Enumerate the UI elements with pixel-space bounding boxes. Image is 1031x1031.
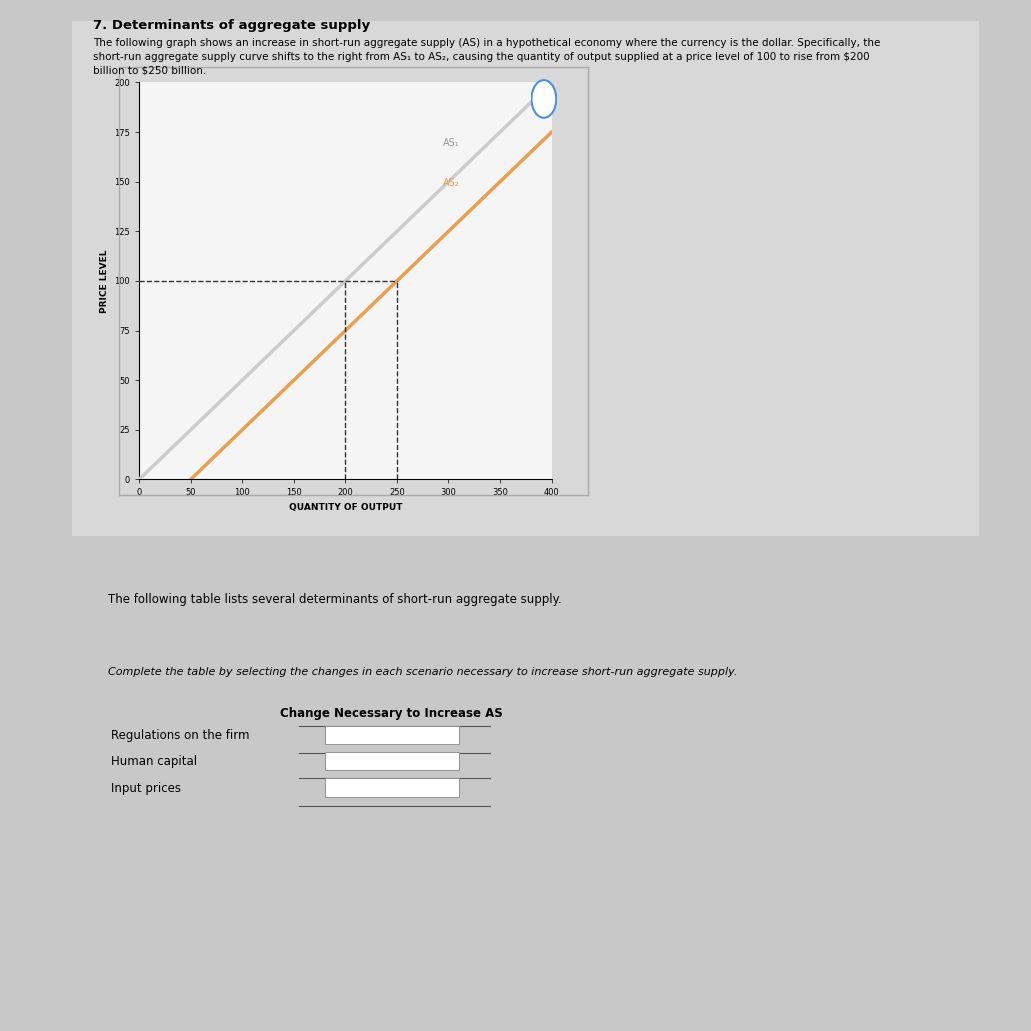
Text: 7. Determinants of aggregate supply: 7. Determinants of aggregate supply	[93, 19, 370, 32]
Text: billion to $250 billion.: billion to $250 billion.	[93, 65, 206, 75]
X-axis label: QUANTITY OF OUTPUT: QUANTITY OF OUTPUT	[289, 503, 402, 512]
Text: ▼: ▼	[452, 737, 457, 743]
Text: Complete the table by selecting the changes in each scenario necessary to increa: Complete the table by selecting the chan…	[108, 667, 737, 677]
Text: ?: ?	[540, 95, 547, 107]
Text: The following table lists several determinants of short-run aggregate supply.: The following table lists several determ…	[108, 593, 562, 606]
Text: Change Necessary to Increase AS: Change Necessary to Increase AS	[280, 706, 503, 720]
Text: ▼: ▼	[452, 790, 457, 796]
Text: The following graph shows an increase in short-run aggregate supply (AS) in a hy: The following graph shows an increase in…	[93, 38, 880, 48]
Text: ▼: ▼	[452, 763, 457, 769]
Text: Regulations on the firm: Regulations on the firm	[111, 729, 250, 742]
Text: short-run aggregate supply curve shifts to the right from AS₁ to AS₂, causing th: short-run aggregate supply curve shifts …	[93, 52, 869, 62]
Text: Input prices: Input prices	[111, 781, 181, 795]
Circle shape	[532, 80, 557, 118]
Text: Human capital: Human capital	[111, 755, 198, 768]
Text: AS₂: AS₂	[443, 177, 460, 188]
Text: AS₁: AS₁	[443, 138, 460, 148]
Y-axis label: PRICE LEVEL: PRICE LEVEL	[100, 250, 108, 312]
